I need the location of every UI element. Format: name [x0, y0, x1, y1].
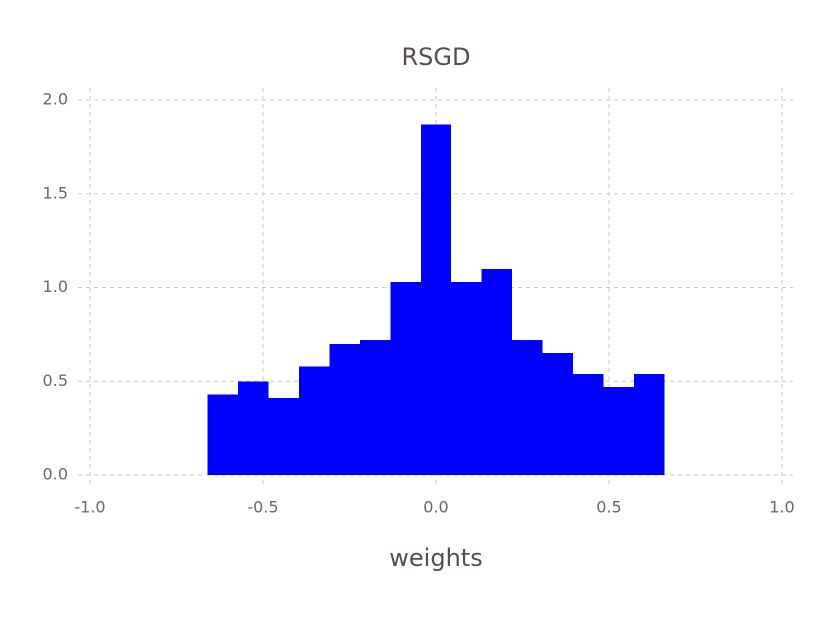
bar [481, 268, 513, 475]
bar [420, 124, 452, 475]
bar [390, 281, 421, 475]
bar [633, 373, 665, 475]
bar [359, 340, 391, 475]
y-tick-label: 1.5 [43, 183, 68, 202]
x-tick-label: -1.0 [74, 498, 105, 517]
chart-title: RSGD [402, 43, 471, 71]
x-tick-label: 1.0 [769, 498, 794, 517]
x-tick-label: 0.0 [423, 498, 448, 517]
y-tick-label: 0.5 [43, 371, 68, 390]
y-tick-label: 1.0 [43, 277, 68, 296]
bar [298, 366, 330, 475]
bar [542, 353, 574, 475]
x-axis-label: weights [389, 544, 482, 572]
x-tick-label: 0.5 [596, 498, 621, 517]
bar [329, 343, 360, 475]
bar [451, 281, 482, 475]
bar [603, 386, 634, 475]
bar [573, 373, 604, 475]
y-tick-label: 2.0 [43, 90, 68, 109]
bar [268, 398, 299, 475]
y-tick-label: 0.0 [43, 465, 68, 484]
bar [512, 340, 543, 475]
x-tick-label: -0.5 [247, 498, 278, 517]
bar [207, 394, 239, 475]
bar [238, 381, 269, 475]
